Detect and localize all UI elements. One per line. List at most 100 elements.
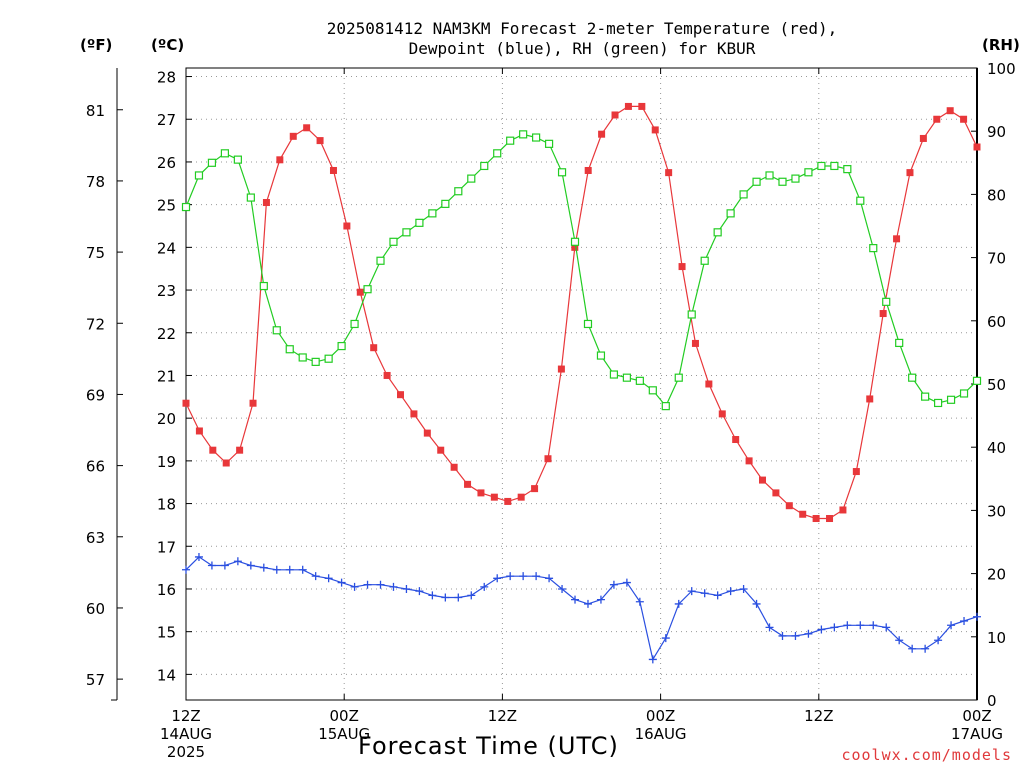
rh-tick-label: 90: [987, 123, 1006, 141]
dewpoint-point: [493, 574, 502, 583]
temperature-point: [933, 115, 941, 123]
temperature-point: [611, 111, 619, 119]
temperature-point: [691, 339, 699, 347]
rh-point: [726, 209, 735, 218]
dewpoint-point: [545, 574, 554, 583]
temperature-point: [276, 156, 284, 164]
rh-point: [467, 174, 476, 183]
rh-tick-label: 50: [987, 376, 1006, 394]
x-tick-label: 2025: [167, 743, 205, 761]
temperature-point: [973, 143, 981, 151]
dewpoint-point: [389, 582, 398, 591]
celsius-tick-label: 28: [157, 69, 176, 87]
celsius-tick-label: 20: [157, 410, 176, 428]
temperature-point: [531, 485, 539, 493]
rh-point: [259, 281, 268, 291]
temperature-point: [638, 102, 646, 110]
rh-point: [674, 373, 683, 382]
temperature-point: [718, 410, 726, 418]
x-tick-label: 00Z: [646, 707, 675, 725]
temperature-point: [383, 371, 391, 379]
dewpoint-point: [220, 561, 229, 570]
rh-point: [778, 177, 787, 186]
rh-point: [739, 190, 748, 199]
temperature-point: [464, 480, 472, 488]
temperature-point: [517, 493, 525, 501]
temperature-point: [356, 288, 364, 296]
dewpoint-point: [609, 580, 618, 589]
rh-point: [765, 171, 774, 180]
temperature-point: [222, 459, 230, 467]
rh-point: [687, 310, 696, 319]
rh-point: [557, 168, 567, 177]
rh-line: [185, 133, 978, 408]
x-tick-label: 12Z: [171, 707, 200, 725]
rh-point: [908, 373, 917, 382]
dewpoint-point: [272, 565, 281, 574]
temperature-point: [182, 399, 190, 407]
fahrenheit-tick-label: 66: [86, 458, 105, 476]
temperature-point: [866, 395, 874, 403]
temperature-point: [598, 130, 606, 138]
rh-point: [220, 149, 230, 158]
dewpoint-point: [713, 591, 722, 600]
dewpoint-point: [246, 561, 255, 570]
dewpoint-point: [869, 621, 878, 630]
dewpoint-point: [622, 578, 631, 587]
fahrenheit-tick-label: 57: [86, 671, 105, 689]
x-tick-label: 17AUG: [951, 725, 1003, 743]
fahrenheit-tick-label: 81: [86, 102, 105, 120]
dewpoint-point: [259, 563, 268, 572]
temperature-point: [329, 166, 337, 174]
x-tick-label: 00Z: [330, 707, 359, 725]
dewpoint-point: [311, 572, 320, 581]
rh-point: [959, 389, 969, 398]
rh-tick-label: 60: [987, 313, 1006, 331]
dewpoint-point: [506, 572, 515, 581]
temperature-point: [624, 102, 632, 110]
temperature-point: [450, 463, 458, 471]
grid: [186, 68, 977, 700]
dewpoint-point: [739, 584, 748, 593]
celsius-tick-label: 15: [157, 624, 176, 642]
dewpoint-point: [415, 587, 424, 596]
dewpoint-point: [532, 572, 541, 581]
dewpoint-point: [687, 587, 696, 596]
celsius-tick-label: 26: [157, 154, 176, 172]
dewpoint-point: [480, 582, 489, 591]
rh-point: [207, 158, 217, 167]
dewpoint-point: [778, 631, 787, 640]
temperature-point: [584, 166, 592, 174]
credit-link[interactable]: coolwx.com/models: [841, 746, 1012, 764]
fahrenheit-tick-label: 72: [86, 315, 105, 333]
chart-title-line-1: 2025081412 NAM3KM Forecast 2-meter Tempe…: [326, 19, 838, 38]
dewpoint-point: [363, 580, 372, 589]
dewpoint-point: [934, 636, 943, 645]
dewpoint-point: [830, 623, 839, 632]
rh-tick-label: 30: [987, 502, 1006, 520]
temperature-point: [316, 137, 324, 145]
dewpoint-point: [843, 621, 852, 630]
temperature-point: [879, 310, 887, 318]
dewpoint-point: [596, 595, 605, 604]
dewpoint-point: [324, 574, 333, 583]
rh-point: [181, 202, 191, 212]
x-tick-label: 00Z: [962, 707, 991, 725]
temperature-point: [651, 126, 659, 134]
rh-point: [311, 357, 320, 366]
dewpoint-point: [908, 644, 917, 653]
rh-point: [804, 168, 813, 177]
rh-point: [454, 187, 463, 196]
dewpoint-point: [700, 589, 709, 598]
rh-tick-label: 40: [987, 439, 1006, 457]
dewpoint-point: [233, 557, 242, 566]
temperature-point: [799, 510, 807, 518]
x-tick-label: 15AUG: [318, 725, 370, 743]
temperature-point: [343, 222, 351, 230]
dewpoint-point: [804, 629, 813, 638]
temperature-point: [946, 107, 954, 115]
dewpoint-point: [895, 636, 904, 645]
rh-point: [363, 285, 372, 294]
celsius-tick-label: 22: [157, 325, 176, 343]
